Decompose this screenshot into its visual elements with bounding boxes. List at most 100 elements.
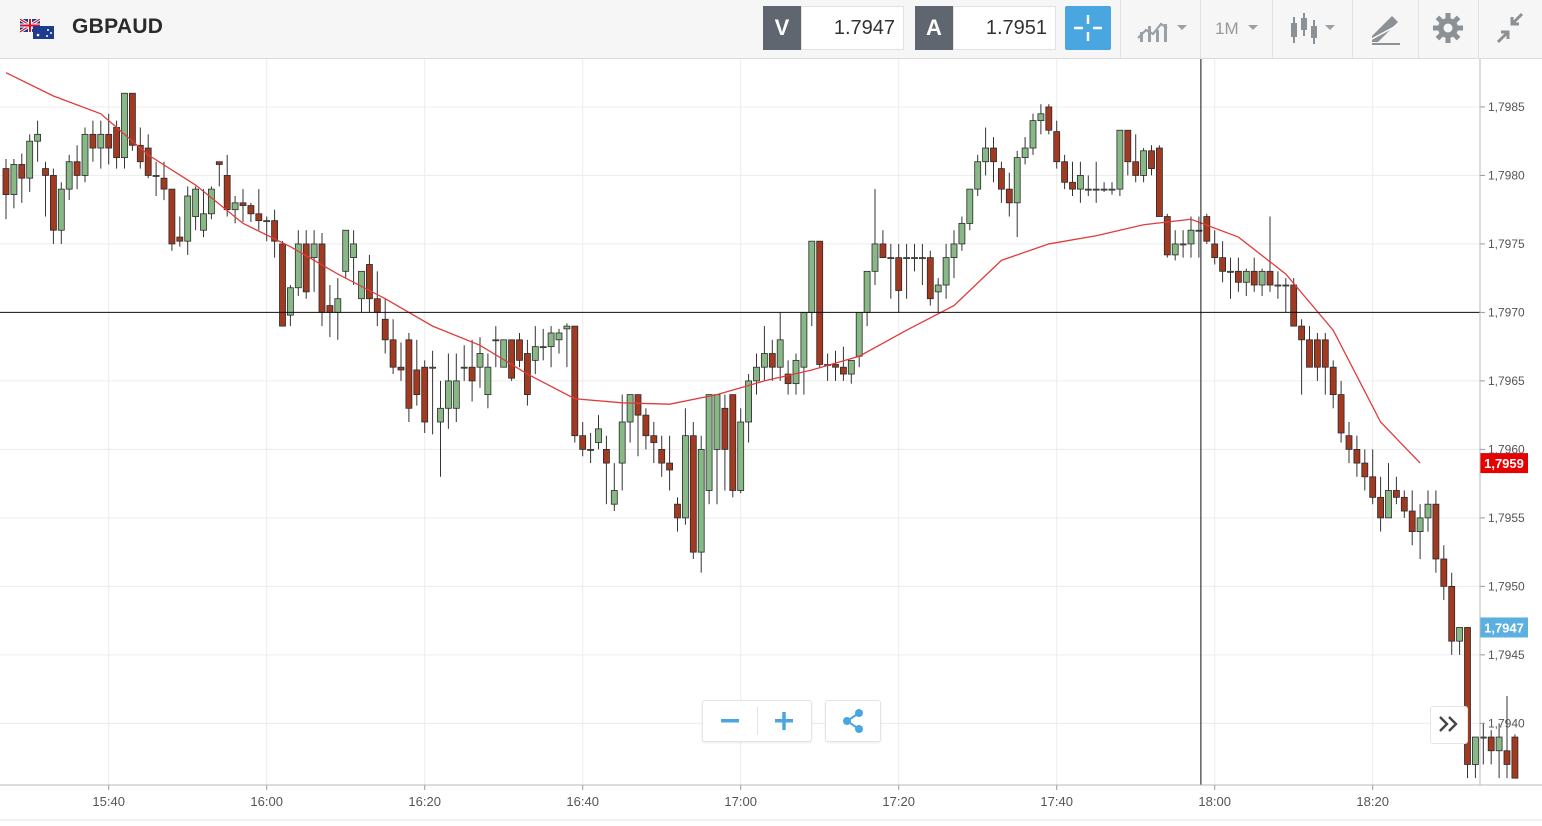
y-tick-label: 1,7960 [1488, 442, 1525, 456]
bearish-candle [784, 373, 792, 385]
bullish-candle [1472, 736, 1479, 765]
bullish-candle [484, 366, 492, 396]
bullish-candle [1187, 229, 1195, 245]
scroll-to-latest-button[interactable] [1430, 706, 1468, 744]
bid-price[interactable]: 1.7947 [801, 6, 904, 50]
ask-label[interactable]: A [915, 6, 953, 50]
bullish-candle [618, 421, 626, 464]
bullish-candle [1100, 188, 1108, 191]
zoom-out-button[interactable] [703, 701, 757, 741]
crosshair-button[interactable] [1065, 6, 1111, 50]
bullish-candle [934, 284, 942, 293]
y-tick-label: 1,7940 [1488, 716, 1525, 730]
current-price-tag [1480, 453, 1528, 474]
x-tick-label: 16:20 [408, 794, 441, 809]
bullish-candle [1029, 120, 1037, 149]
collapse-icon[interactable] [1492, 6, 1528, 50]
bearish-candle [1005, 188, 1013, 204]
bullish-candle [539, 346, 547, 349]
bullish-candle [1274, 284, 1282, 287]
bullish-candle [452, 380, 460, 409]
bullish-candle [800, 312, 808, 368]
bearish-candle [42, 168, 49, 176]
bullish-candle [286, 287, 294, 316]
bearish-candle [1266, 270, 1274, 286]
ask-price[interactable]: 1.7951 [953, 6, 1056, 50]
bullish-candle [737, 421, 745, 491]
bearish-candle [1337, 394, 1345, 434]
bearish-candle [215, 161, 223, 165]
bearish-candle [239, 202, 247, 206]
bearish-candle [1511, 736, 1519, 779]
zoom-in-button[interactable] [758, 701, 812, 741]
bullish-candle [1140, 150, 1147, 176]
bearish-candle [674, 503, 681, 519]
settings-icon[interactable] [1430, 6, 1466, 50]
x-tick-label: 17:00 [724, 794, 757, 809]
bullish-candle [595, 428, 602, 443]
toolbar-divider [1200, 0, 1201, 58]
bullish-candle [697, 448, 705, 553]
bullish-candle [1495, 736, 1503, 752]
bullish-candle [713, 394, 721, 450]
bid-label[interactable]: V [763, 6, 801, 50]
indicators-icon[interactable] [1288, 6, 1344, 50]
bearish-candle [579, 435, 587, 450]
y-tick-label: 1,7945 [1488, 648, 1525, 662]
bullish-candle [808, 240, 816, 313]
bullish-candle [1116, 129, 1124, 190]
zoom-controls [702, 700, 812, 742]
bullish-candle [1416, 517, 1424, 532]
toolbar-divider [1272, 0, 1273, 58]
bullish-candle [1171, 243, 1179, 256]
toolbar-divider [1478, 0, 1479, 58]
chart-type-icon[interactable] [1135, 6, 1195, 50]
bearish-candle [768, 353, 776, 368]
bearish-candle [1163, 216, 1171, 256]
bullish-candle [966, 188, 974, 224]
bearish-candle [516, 339, 523, 361]
bearish-candle [136, 144, 144, 163]
bearish-candle [405, 339, 413, 409]
bearish-candle [413, 369, 421, 396]
bearish-candle [160, 177, 168, 190]
bullish-candle [792, 359, 800, 385]
bearish-candle [302, 243, 310, 293]
bearish-candle [326, 305, 334, 313]
bullish-candle [444, 380, 452, 409]
bullish-candle [610, 490, 618, 505]
x-tick-label: 18:00 [1198, 794, 1231, 809]
bullish-candle [547, 332, 555, 348]
uk-australia-flag-icon [20, 19, 54, 39]
bearish-candle [1219, 257, 1226, 272]
bearish-candle [721, 407, 729, 450]
bullish-candle [1021, 147, 1029, 159]
bullish-candle [911, 257, 918, 260]
bearish-candle [1124, 129, 1132, 163]
bearish-candle [689, 435, 697, 553]
bearish-candle [1250, 270, 1258, 286]
bearish-candle [729, 394, 737, 491]
x-tick-label: 16:00 [250, 794, 283, 809]
bearish-candle [105, 133, 113, 149]
bearish-candle [271, 220, 279, 242]
bearish-candle [128, 92, 136, 146]
moving-average-line [5, 72, 1421, 464]
bearish-candle [1045, 106, 1053, 131]
bullish-candle [342, 229, 350, 272]
bearish-candle [1432, 503, 1440, 560]
bearish-candle [1290, 284, 1298, 327]
crosshair-icon [1074, 15, 1102, 41]
y-tick-label: 1,7970 [1488, 305, 1525, 319]
bullish-candle [855, 312, 863, 357]
bullish-candle [745, 380, 752, 423]
share-button[interactable] [825, 700, 881, 742]
price-chart[interactable]: 1,7959 1,7947 1,7985 1,7980 1,7975 1,7970 1,7… [0, 59, 1542, 826]
bearish-candle [144, 147, 152, 176]
timeframe-dropdown[interactable]: 1M [1215, 19, 1239, 38]
drawing-tools-icon[interactable] [1366, 6, 1406, 50]
bullish-candle [1385, 490, 1392, 519]
bullish-candle [429, 366, 437, 369]
bearish-candle [1321, 339, 1329, 368]
bullish-candle [231, 202, 239, 211]
